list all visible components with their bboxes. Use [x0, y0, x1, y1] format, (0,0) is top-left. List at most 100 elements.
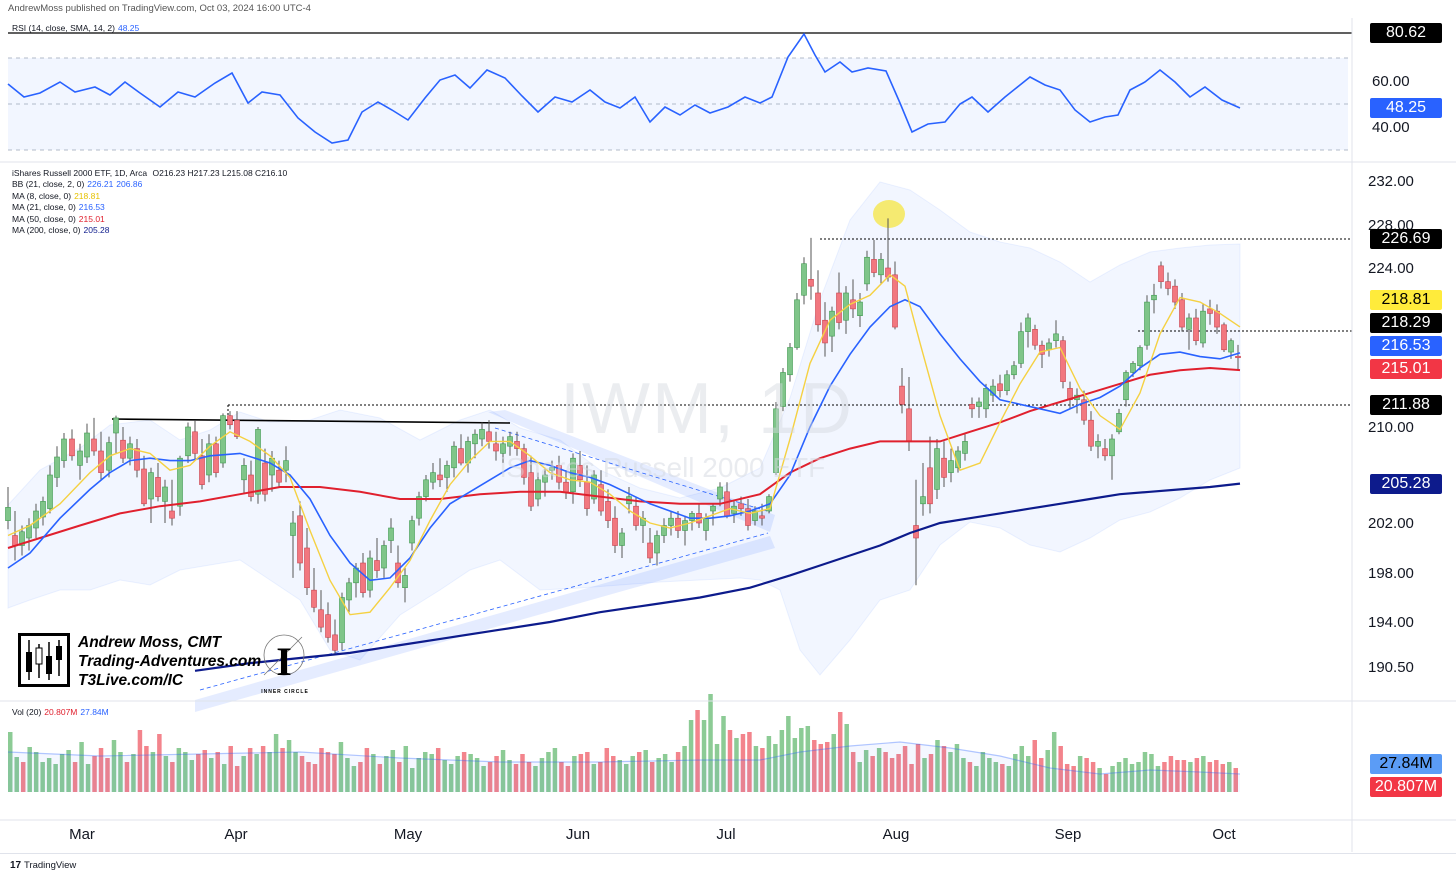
- tradingview-text: TradingView: [24, 860, 77, 871]
- candle-body: [1200, 310, 1206, 344]
- candle-body: [332, 634, 338, 651]
- volume-bar: [403, 746, 409, 792]
- candle-body: [1165, 281, 1171, 289]
- volume-legend-value: 20.807M: [44, 707, 78, 717]
- candle-body: [528, 472, 534, 507]
- candle-body: [542, 474, 548, 483]
- indicator-bb[interactable]: BB (21, close, 2, 0) 226.21 206.86: [12, 179, 287, 190]
- volume-bar: [306, 762, 311, 792]
- volume-bar: [837, 712, 843, 792]
- candle-body: [892, 274, 898, 328]
- candle-body: [689, 513, 695, 521]
- candle-body: [311, 589, 317, 608]
- volume-bar: [189, 760, 195, 792]
- volume-bar: [79, 742, 84, 792]
- candle-body: [120, 439, 126, 459]
- volume-bar: [72, 762, 78, 792]
- ma200-label: MA (200, close, 0): [12, 225, 81, 236]
- volume-bar: [215, 752, 220, 792]
- candle-body: [12, 535, 18, 546]
- candle-body: [360, 562, 366, 593]
- volume-bar: [1136, 762, 1141, 792]
- candle-body: [920, 496, 926, 505]
- candle-body: [1186, 317, 1192, 330]
- candle-body: [787, 347, 793, 376]
- price-legend[interactable]: iShares Russell 2000 ETF, 1D, Arca O216.…: [12, 168, 287, 236]
- candle-body: [409, 520, 415, 544]
- volume-bar: [539, 758, 545, 792]
- candle-body: [976, 401, 982, 407]
- candle-body: [1137, 347, 1143, 366]
- falling-channel-dash: [494, 427, 771, 513]
- time-axis-label: May: [394, 826, 423, 843]
- volume-bar: [727, 730, 733, 792]
- indicator-ma200[interactable]: MA (200, close, 0) 205.28: [12, 225, 287, 236]
- volume-bar: [863, 750, 869, 792]
- volume-bar: [1181, 760, 1187, 792]
- volume-bar: [494, 756, 499, 792]
- candle-body: [668, 517, 674, 526]
- volume-bar: [98, 748, 104, 792]
- ma21-label: MA (21, close, 0): [12, 202, 76, 213]
- volume-bar: [1071, 766, 1076, 792]
- volume-bar: [319, 748, 324, 792]
- volume-bar: [559, 762, 564, 792]
- ma21-tag: 216.53: [1370, 336, 1442, 356]
- indicator-ma50[interactable]: MA (50, close, 0) 215.01: [12, 214, 287, 225]
- volume-bar: [144, 746, 149, 792]
- volume-bar: [312, 764, 318, 792]
- rsi-tick-label: 40.00: [1372, 119, 1410, 136]
- volume-bar: [1038, 758, 1044, 792]
- candle-body: [654, 535, 660, 554]
- volume-bar: [753, 746, 759, 792]
- volume-legend[interactable]: Vol (20) 20.807M 27.84M: [12, 707, 109, 718]
- candle-body: [248, 474, 254, 497]
- volume-bar: [416, 758, 421, 792]
- volume-bar: [792, 738, 798, 792]
- candle-body: [549, 467, 555, 471]
- volume-bar: [734, 738, 739, 792]
- volume-bar: [8, 732, 13, 792]
- volume-bar: [928, 754, 934, 792]
- volume-bar: [111, 740, 117, 792]
- candle-body: [724, 491, 730, 517]
- volume-bar: [967, 762, 973, 792]
- candle-body: [759, 515, 765, 519]
- rsi-legend[interactable]: RSI (14, close, SMA, 14, 2) 48.25: [12, 23, 139, 34]
- volume-bar: [202, 750, 208, 792]
- candle-body: [283, 460, 289, 471]
- volume-bar: [66, 750, 71, 792]
- volume-bar: [617, 760, 622, 792]
- candle-body: [682, 520, 688, 531]
- volume-bar: [695, 710, 700, 792]
- volume-bar: [1090, 762, 1096, 792]
- indicator-ma21[interactable]: MA (21, close, 0) 216.53: [12, 202, 287, 213]
- candle-body: [1018, 331, 1024, 364]
- volume-bar: [20, 762, 26, 792]
- volume-bar: [1116, 762, 1122, 792]
- volume-bar: [598, 762, 603, 792]
- volume-bar: [656, 758, 661, 792]
- candle-body: [1235, 355, 1241, 359]
- volume-bar: [170, 762, 175, 792]
- candle-body: [290, 522, 296, 536]
- volume-bar: [902, 746, 908, 792]
- publish-header: AndrewMoss published on TradingView.com,…: [0, 0, 1456, 18]
- candle-body: [1116, 413, 1122, 433]
- candle-body: [1060, 340, 1066, 382]
- volume-bar: [33, 752, 39, 792]
- candle-body: [162, 486, 168, 502]
- volume-bar: [377, 764, 383, 792]
- volume-current-tag: 20.807M: [1370, 777, 1442, 797]
- volume-bar: [150, 752, 156, 792]
- volume-bar: [384, 756, 389, 792]
- volume-bar: [1084, 758, 1089, 792]
- candle-body: [185, 426, 191, 457]
- indicator-ma8[interactable]: MA (8, close, 0) 218.81: [12, 191, 287, 202]
- volume-bar: [14, 757, 19, 792]
- candle-body: [500, 443, 506, 454]
- volume-bar: [118, 752, 123, 792]
- volume-bar: [59, 754, 65, 792]
- time-axis-label: Jul: [716, 826, 735, 843]
